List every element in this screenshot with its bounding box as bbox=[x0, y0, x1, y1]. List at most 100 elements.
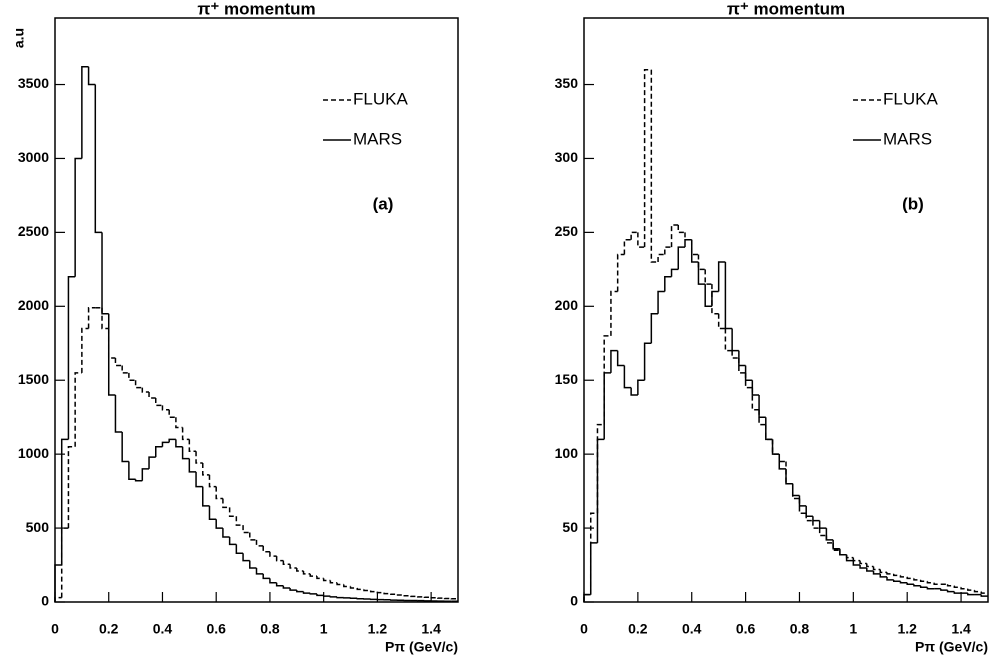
histogram-step bbox=[690, 239, 699, 256]
histogram-step bbox=[603, 372, 611, 440]
histogram-step bbox=[812, 520, 820, 529]
histogram-step bbox=[690, 239, 699, 263]
histogram-step bbox=[637, 232, 645, 248]
histogram-step bbox=[670, 224, 679, 248]
histogram-step bbox=[181, 446, 190, 460]
histogram-step bbox=[832, 539, 840, 550]
y-tick-label: 1500 bbox=[18, 371, 49, 387]
histogram-step bbox=[269, 578, 277, 584]
histogram-step bbox=[616, 350, 625, 367]
y-tick-label: 3500 bbox=[18, 75, 49, 91]
histogram-step bbox=[128, 372, 136, 381]
histogram-step bbox=[74, 157, 82, 277]
histogram-step bbox=[913, 578, 921, 581]
histogram-step bbox=[785, 468, 793, 485]
histogram-step bbox=[946, 590, 955, 593]
histogram-step bbox=[322, 578, 331, 582]
histogram-step bbox=[87, 307, 96, 329]
histogram-step bbox=[879, 573, 887, 578]
histogram-step bbox=[704, 284, 712, 308]
histogram-step bbox=[724, 261, 733, 330]
histogram-step bbox=[866, 567, 874, 572]
histogram-step bbox=[202, 463, 210, 476]
histogram-step bbox=[589, 542, 598, 595]
histogram-step bbox=[208, 505, 217, 520]
histogram-step bbox=[94, 84, 103, 234]
histogram-step bbox=[677, 224, 685, 234]
histogram-step bbox=[87, 66, 96, 86]
histogram-step bbox=[953, 585, 962, 588]
histogram-step bbox=[697, 261, 706, 285]
histogram-step bbox=[309, 593, 317, 595]
chart-title: π⁺ momentum bbox=[197, 0, 315, 18]
histogram-step bbox=[798, 495, 807, 507]
histogram-step bbox=[188, 458, 197, 473]
histogram-step bbox=[309, 573, 317, 577]
histogram-step bbox=[839, 548, 847, 556]
x-axis-label: Pπ (GeV/c) bbox=[915, 639, 988, 655]
x-tick-label: 0.6 bbox=[736, 621, 756, 637]
histogram-step bbox=[302, 570, 311, 575]
histogram-step bbox=[596, 423, 605, 514]
chart-title: π⁺ momentum bbox=[727, 0, 845, 18]
histogram-step bbox=[758, 395, 766, 418]
histogram-step bbox=[235, 544, 244, 554]
histogram-step bbox=[181, 427, 190, 441]
histogram-step bbox=[704, 269, 712, 285]
x-tick-label: 0.6 bbox=[206, 621, 226, 637]
histogram-step bbox=[336, 582, 344, 586]
histogram-step bbox=[724, 328, 733, 352]
histogram-step bbox=[926, 581, 935, 584]
histogram-step bbox=[643, 68, 652, 248]
histogram-step bbox=[262, 545, 270, 553]
legend-label: MARS bbox=[883, 129, 932, 148]
histogram-step bbox=[262, 573, 270, 580]
histogram-step bbox=[114, 395, 123, 433]
histogram-step bbox=[913, 584, 921, 587]
histogram-step bbox=[589, 512, 598, 595]
histogram-step bbox=[195, 451, 203, 464]
histogram-step bbox=[684, 239, 692, 248]
histogram-step bbox=[791, 483, 800, 497]
y-tick-label: 350 bbox=[555, 75, 579, 91]
histogram-step bbox=[316, 593, 324, 597]
histogram-step bbox=[892, 579, 901, 583]
x-tick-label: 0.4 bbox=[153, 621, 173, 637]
histogram-step bbox=[67, 446, 76, 529]
histogram-step bbox=[933, 582, 941, 586]
histogram-step bbox=[892, 573, 901, 577]
histogram-step bbox=[363, 589, 371, 592]
histogram-step bbox=[583, 593, 591, 602]
histogram-step bbox=[215, 519, 223, 529]
histogram-step bbox=[697, 254, 706, 271]
histogram-step bbox=[383, 592, 391, 595]
histogram-step bbox=[650, 312, 659, 344]
histogram-step bbox=[390, 593, 398, 596]
histogram-step bbox=[778, 454, 786, 463]
histogram-step bbox=[866, 563, 874, 568]
histogram-step bbox=[289, 564, 297, 569]
histogram-step bbox=[630, 387, 638, 396]
y-tick-label: 250 bbox=[555, 223, 579, 239]
histogram-step bbox=[946, 584, 955, 587]
histogram-step bbox=[242, 553, 250, 562]
histogram-step bbox=[195, 471, 203, 488]
histogram-step bbox=[664, 275, 672, 292]
histogram-step bbox=[161, 405, 170, 411]
histogram-step bbox=[616, 253, 625, 292]
histogram-step bbox=[623, 365, 632, 389]
histogram-step bbox=[369, 590, 378, 593]
histogram-step bbox=[845, 554, 854, 562]
histogram-step bbox=[356, 587, 364, 591]
histogram-step bbox=[101, 307, 109, 330]
histogram-step bbox=[296, 567, 304, 572]
histogram-step bbox=[141, 468, 150, 481]
histogram-step bbox=[859, 565, 867, 569]
histogram-step bbox=[168, 438, 176, 443]
histogram-step bbox=[899, 575, 908, 578]
legend-label: FLUKA bbox=[353, 89, 408, 108]
y-tick-label: 0 bbox=[41, 593, 49, 609]
histogram-step bbox=[953, 591, 962, 594]
histogram-step bbox=[235, 516, 244, 526]
histogram-step bbox=[906, 576, 914, 580]
